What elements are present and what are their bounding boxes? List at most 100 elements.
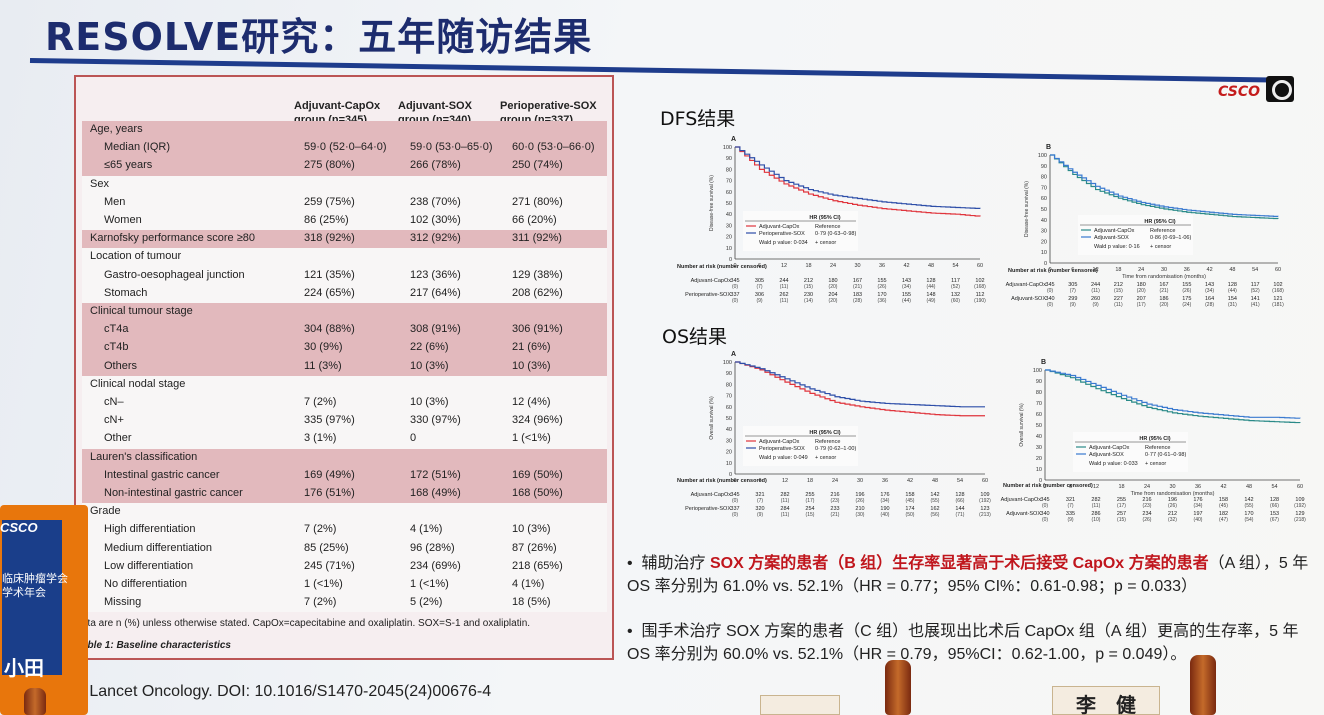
y-tick-label: 80 <box>726 382 732 388</box>
risk-censored: (11) <box>1092 503 1101 509</box>
row-label: cN+ <box>104 414 124 427</box>
row-value: 234 (69%) <box>410 559 461 572</box>
y-tick-label: 10 <box>1041 250 1047 256</box>
x-tick-label: 18 <box>807 478 813 484</box>
row-value: 324 (96%) <box>512 414 563 427</box>
podium-screen <box>2 520 62 675</box>
row-label: cN– <box>104 396 124 408</box>
y-tick-label: 30 <box>1041 229 1047 235</box>
km-curve-reference <box>735 361 985 417</box>
row-value: 168 (49%) <box>410 487 461 499</box>
risk-count: 142 <box>930 492 939 498</box>
row-value: 245 (71%) <box>304 559 355 572</box>
row-value: 7 (2%) <box>304 523 337 536</box>
risk-censored: (20) <box>829 298 838 304</box>
table-row: cN+ 335 (97%) 330 (97%) 324 (96%) <box>82 412 607 430</box>
table-band <box>82 175 607 231</box>
risk-count: 282 <box>780 492 789 498</box>
risk-censored: (36) <box>878 298 887 304</box>
risk-group-label: Perioperative-SOX <box>685 506 731 512</box>
x-tick-label: 18 <box>1115 267 1121 273</box>
risk-censored: (71) <box>956 512 965 518</box>
risk-count: 254 <box>805 506 814 512</box>
row-value: 5 (2%) <box>410 596 443 609</box>
row-value: 102 (30%) <box>410 214 461 226</box>
row-value: 10 (3%) <box>512 523 551 536</box>
risk-censored: (0) <box>1042 503 1048 509</box>
row-value: 318 (92%) <box>304 232 355 245</box>
x-tick-label: 12 <box>782 478 788 484</box>
table-row: cT4a 304 (88%) 308 (91%) 306 (91%) <box>82 321 607 339</box>
legend-censor: + censor <box>1145 461 1166 467</box>
row-label: ≤65 years <box>104 159 153 172</box>
risk-count: 142 <box>1244 497 1253 503</box>
risk-count: 180 <box>828 278 837 284</box>
table-row: cN– 7 (2%) 10 (3%) 12 (4%) <box>82 394 607 412</box>
x-tick-label: 36 <box>882 478 888 484</box>
table-row: Non-intestinal gastric cancer 176 (51%) 16… <box>82 485 607 503</box>
table-row: Clinical nodal stage <box>82 376 607 394</box>
y-axis-label: Overall survival (%) <box>709 396 715 440</box>
risk-censored: (28) <box>853 298 862 304</box>
podium-text: 临床肿瘤学会 学术年会 <box>2 573 68 599</box>
legend-hr: Reference <box>815 439 840 445</box>
x-tick-label: 30 <box>1161 267 1167 273</box>
x-axis-label: Time from randomisation (months) <box>1131 491 1215 497</box>
x-tick-label: 24 <box>1144 484 1150 490</box>
risk-count: 286 <box>1091 511 1100 517</box>
risk-header: Number at risk (number censored) <box>677 264 767 270</box>
legend-p-value: Wald p value: 0·034 <box>759 240 808 246</box>
row-label: High differentiation <box>104 523 196 536</box>
legend-hr: 0·79 (0·62–1·00) <box>815 446 856 452</box>
risk-count: 321 <box>1066 497 1075 503</box>
y-tick-label: 70 <box>1041 185 1047 191</box>
risk-censored: (26) <box>1168 503 1177 509</box>
bullet-2-text: 围手术治疗 SOX 方案的患者（C 组）也展现出比术后 CapOx 组（A 组）… <box>627 623 1299 663</box>
risk-censored: (7) <box>1067 503 1073 509</box>
risk-count: 255 <box>1117 497 1126 503</box>
km-curve-comparison <box>735 146 981 209</box>
table-row: Missing 7 (2%) 5 (2%) 18 (5%) <box>82 594 607 612</box>
legend-title: HR (95% CI) <box>1139 436 1170 442</box>
risk-censored: (0) <box>1042 517 1048 523</box>
risk-censored: (34) <box>902 284 911 290</box>
km-curve-comparison <box>1045 369 1301 419</box>
y-tick-label: 0 <box>1039 478 1042 484</box>
risk-count: 123 <box>980 506 989 512</box>
row-value: 312 (92%) <box>410 232 461 245</box>
risk-censored: (41) <box>1251 302 1260 308</box>
risk-censored: (52) <box>1251 288 1260 294</box>
risk-count: 196 <box>1168 497 1177 503</box>
row-value: 4 (1%) <box>410 523 443 536</box>
row-label: Others <box>104 359 138 372</box>
y-tick-label: 70 <box>1036 401 1042 407</box>
table-row: Other 3 (1%) 0 1 (<1%) <box>82 430 607 448</box>
row-value: 10 (3%) <box>410 359 449 372</box>
y-tick-label: 30 <box>726 438 732 444</box>
row-value: 129 (38%) <box>512 268 563 281</box>
row-value: 121 (35%) <box>304 268 355 281</box>
legend-hr: Reference <box>815 224 840 230</box>
water-bottle <box>1190 655 1216 715</box>
risk-count: 212 <box>1168 511 1177 517</box>
os-section-title: OS结果 <box>662 326 728 348</box>
risk-group-label: Perioperative-SOX <box>685 292 731 298</box>
table-row: ≤65 years 275 (80%) 266 (78%) 250 (74%) <box>82 157 607 175</box>
risk-censored: (7) <box>756 284 762 290</box>
risk-censored: (17) <box>1117 503 1126 509</box>
risk-count: 340 <box>1045 296 1054 302</box>
y-tick-label: 90 <box>1036 379 1042 385</box>
row-label: Grade <box>90 505 121 518</box>
risk-censored: (34) <box>1194 503 1203 509</box>
row-value: 266 (78%) <box>410 159 461 172</box>
x-tick-label: 24 <box>1138 267 1144 273</box>
podium-name: 小田 <box>4 658 44 680</box>
risk-count: 128 <box>926 278 935 284</box>
risk-censored: (192) <box>979 498 991 504</box>
y-tick-label: 90 <box>726 156 732 162</box>
legend-entry: Adjuvant-CapOx <box>1089 445 1130 451</box>
table-row: Median (IQR) 59·0 (52·0–64·0) 59·0 (53·0–6… <box>82 139 607 157</box>
row-value: 66 (20%) <box>512 214 557 226</box>
table-row: Others 11 (3%) 10 (3%) 10 (3%) <box>82 358 607 376</box>
legend-entry: Adjuvant-SOX <box>1089 452 1124 458</box>
